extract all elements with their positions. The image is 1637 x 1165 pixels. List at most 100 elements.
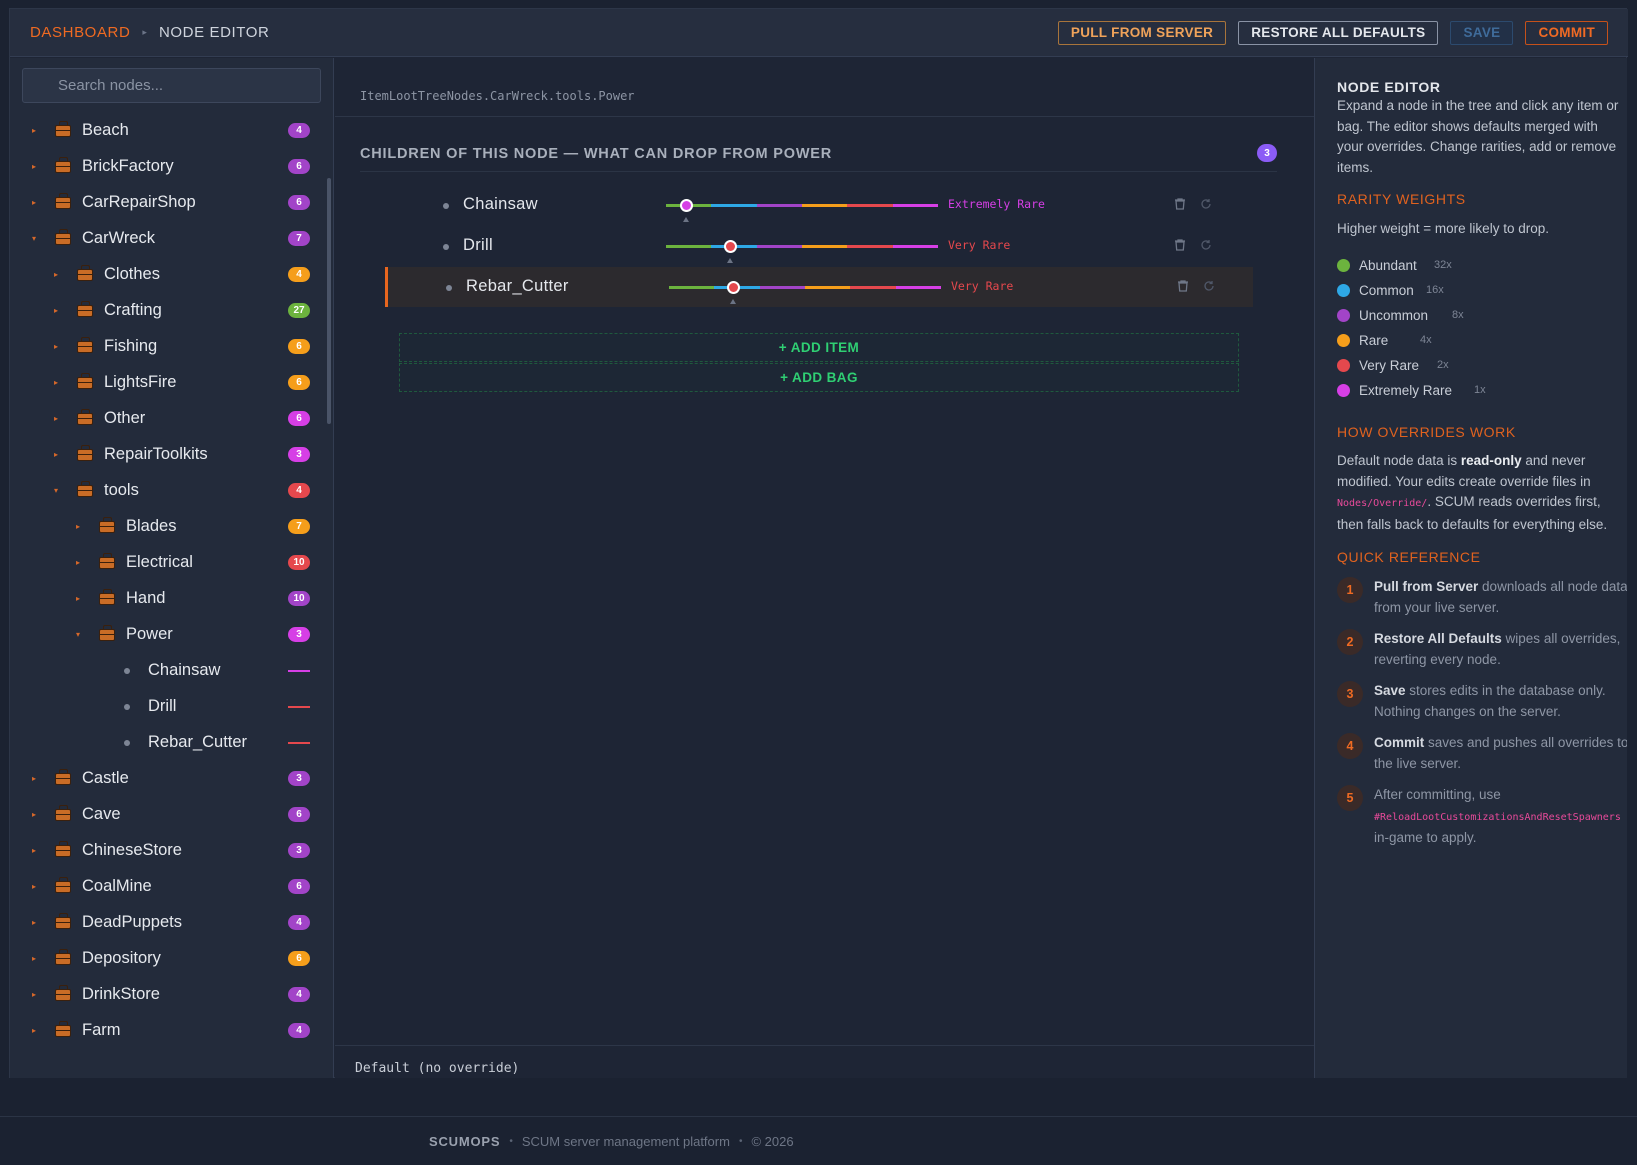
child-row[interactable]: Rebar_Cutter Very Rare <box>385 267 1253 307</box>
add-item-button[interactable]: + ADD ITEM <box>399 333 1239 362</box>
caret-right-icon[interactable]: ▸ <box>32 882 37 891</box>
rarity-slider[interactable] <box>666 240 938 263</box>
commit-button[interactable]: COMMIT <box>1525 20 1608 45</box>
tree-node[interactable]: ▾ tools 4 <box>10 472 310 509</box>
count-badge: 4 <box>288 987 310 1002</box>
rarity-dot <box>1337 333 1350 347</box>
tree-scrollbar-thumb[interactable] <box>327 178 331 424</box>
tree-node[interactable]: ▸ RepairToolkits 3 <box>10 436 310 473</box>
bag-icon <box>77 264 93 281</box>
tree-node[interactable]: ▸ Cave 6 <box>10 796 310 833</box>
caret-right-icon[interactable]: ▸ <box>54 270 59 279</box>
tree-node[interactable]: ▸ Clothes 4 <box>10 256 310 293</box>
caret-right-icon[interactable]: ▸ <box>32 954 37 963</box>
tree-node[interactable]: ▸ Electrical 10 <box>10 544 310 581</box>
caret-right-icon[interactable]: ▸ <box>32 846 37 855</box>
caret-right-icon[interactable]: ▸ <box>54 378 59 387</box>
caret-down-icon[interactable]: ▾ <box>76 630 81 639</box>
tree-node[interactable]: ▸ CoalMine 6 <box>10 868 310 905</box>
tree-node[interactable]: ▸ Hand 10 <box>10 580 310 617</box>
caret-right-icon[interactable]: ▸ <box>32 774 37 783</box>
search-input[interactable] <box>22 68 321 103</box>
tree-node[interactable]: ▸ LightsFire 6 <box>10 364 310 401</box>
tree-node-label: ChineseStore <box>82 841 182 859</box>
save-button[interactable]: SAVE <box>1450 20 1514 45</box>
tree-node[interactable]: ▸ Beach 4 <box>10 112 310 149</box>
bag-icon <box>55 120 71 137</box>
tree-leaf-label: Chainsaw <box>148 661 221 679</box>
slider-segment <box>892 245 938 248</box>
caret-right-icon[interactable]: ▸ <box>76 522 81 531</box>
trash-icon[interactable] <box>1176 279 1192 295</box>
rarity-slider[interactable] <box>666 199 938 222</box>
tree-node[interactable]: ▸ Farm 4 <box>10 1012 310 1049</box>
count-badge: 4 <box>288 267 310 282</box>
rarity-slider[interactable] <box>669 281 941 304</box>
tree-node-label: Hand <box>126 589 166 607</box>
step-text-part: stores edits in the database only. Nothi… <box>1374 683 1606 719</box>
caret-right-icon[interactable]: ▸ <box>32 918 37 927</box>
tree-node[interactable]: ▸ Blades 7 <box>10 508 310 545</box>
count-badge: 6 <box>288 375 310 390</box>
tree-node[interactable]: ▸ ChineseStore 3 <box>10 832 310 869</box>
caret-right-icon[interactable]: ▸ <box>32 198 37 207</box>
caret-right-icon[interactable]: ▸ <box>32 162 37 171</box>
item-bullet <box>124 667 130 674</box>
caret-right-icon[interactable]: ▸ <box>32 1026 37 1035</box>
bag-icon <box>55 804 71 821</box>
child-name: Chainsaw <box>463 195 538 213</box>
tree-leaf[interactable]: Chainsaw <box>10 652 310 689</box>
reset-icon[interactable] <box>1199 197 1215 213</box>
tree-node[interactable]: ▸ BrickFactory 6 <box>10 148 310 185</box>
pull-from-server-button[interactable]: PULL FROM SERVER <box>1057 20 1227 45</box>
slider-segment <box>847 204 893 207</box>
breadcrumb-dashboard[interactable]: DASHBOARD <box>30 24 131 41</box>
caret-right-icon[interactable]: ▸ <box>32 126 37 135</box>
tree-scrollbar[interactable] <box>326 112 332 1078</box>
child-row[interactable]: Drill Very Rare <box>385 226 1253 266</box>
tree-leaf[interactable]: Rebar_Cutter <box>10 724 310 761</box>
tree-leaf[interactable]: Drill <box>10 688 310 725</box>
child-name: Drill <box>463 236 493 254</box>
step-text: Commit saves and pushes all overrides to… <box>1374 733 1627 774</box>
caret-right-icon[interactable]: ▸ <box>54 414 59 423</box>
node-tree[interactable]: ▸ Beach 4 ▸ BrickFactory 6 ▸ CarRepairShop 6 ▾ Car… <box>10 112 320 1078</box>
tree-node[interactable]: ▸ CarRepairShop 6 <box>10 184 310 221</box>
count-badge: 3 <box>288 843 310 858</box>
trash-icon[interactable] <box>1173 238 1189 254</box>
caret-down-icon[interactable]: ▾ <box>32 234 37 243</box>
divider <box>335 116 1314 117</box>
slider-thumb[interactable] <box>727 281 740 294</box>
caret-right-icon[interactable]: ▸ <box>76 558 81 567</box>
tree-node[interactable]: ▸ Depository 6 <box>10 940 310 977</box>
tree-node[interactable]: ▸ Other 6 <box>10 400 310 437</box>
reset-icon[interactable] <box>1199 238 1215 254</box>
tree-node[interactable]: ▾ CarWreck 7 <box>10 220 310 257</box>
tree-node[interactable]: ▸ Crafting 27 <box>10 292 310 329</box>
caret-down-icon[interactable]: ▾ <box>54 486 59 495</box>
caret-right-icon[interactable]: ▸ <box>32 810 37 819</box>
reset-icon[interactable] <box>1202 279 1218 295</box>
rarity-name: Abundant <box>1359 257 1417 273</box>
count-badge: 4 <box>288 915 310 930</box>
count-badge: 3 <box>288 771 310 786</box>
restore-defaults-button[interactable]: RESTORE ALL DEFAULTS <box>1238 20 1439 45</box>
caret-right-icon[interactable]: ▸ <box>32 990 37 999</box>
add-bag-button[interactable]: + ADD BAG <box>399 363 1239 392</box>
slider-thumb[interactable] <box>680 199 693 212</box>
trash-icon[interactable] <box>1173 197 1189 213</box>
caret-right-icon[interactable]: ▸ <box>54 450 59 459</box>
tree-node[interactable]: ▸ DeadPuppets 4 <box>10 904 310 941</box>
slider-thumb[interactable] <box>724 240 737 253</box>
caret-right-icon[interactable]: ▸ <box>54 342 59 351</box>
tree-node-label: Power <box>126 625 173 643</box>
read-only-emphasis: read-only <box>1460 453 1522 468</box>
tree-node[interactable]: ▸ Fishing 6 <box>10 328 310 365</box>
tree-node[interactable]: ▸ DrinkStore 4 <box>10 976 310 1013</box>
tree-node[interactable]: ▸ Castle 3 <box>10 760 310 797</box>
tree-node[interactable]: ▾ Power 3 <box>10 616 310 653</box>
child-row[interactable]: Chainsaw Extremely Rare <box>385 185 1253 225</box>
caret-right-icon[interactable]: ▸ <box>54 306 59 315</box>
caret-right-icon[interactable]: ▸ <box>76 594 81 603</box>
bag-icon <box>77 336 93 353</box>
